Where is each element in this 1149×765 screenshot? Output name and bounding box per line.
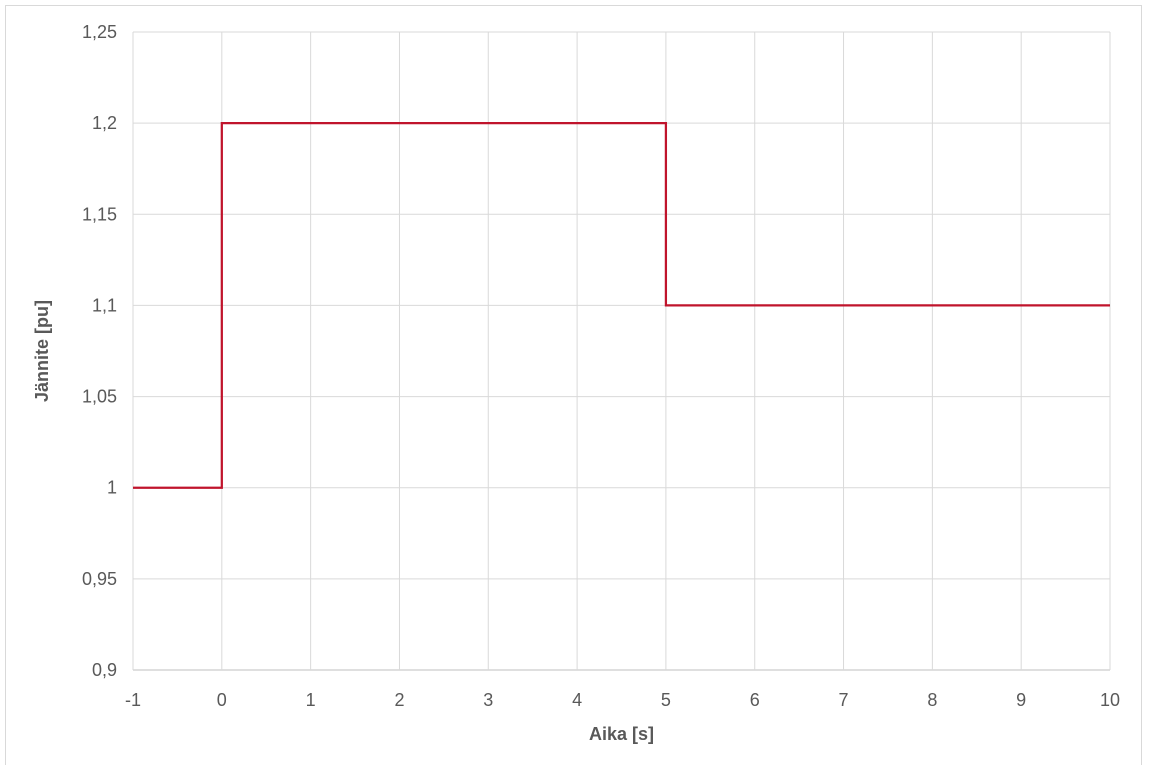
x-tick-label: 10 bbox=[1100, 690, 1120, 710]
y-tick-label: 1,2 bbox=[92, 113, 117, 133]
x-tick-label: 2 bbox=[394, 690, 404, 710]
x-axis-title: Aika [s] bbox=[589, 724, 654, 744]
x-tick-label: 8 bbox=[927, 690, 937, 710]
x-tick-label: 7 bbox=[839, 690, 849, 710]
grid-layer bbox=[132, 31, 1111, 671]
x-tick-label: 5 bbox=[661, 690, 671, 710]
x-tick-label: -1 bbox=[125, 690, 141, 710]
tick-layer: 0,9 0,95 1 1,05 1,1 1,15 1,2 1,25 -1 0 1 2 3 4 5 6 7 8 9 10 bbox=[82, 22, 1120, 710]
x-tick-label: 0 bbox=[217, 690, 227, 710]
y-tick-label: 1 bbox=[107, 478, 117, 498]
series-line bbox=[133, 122, 1110, 489]
y-axis-title: Jännite [pu] bbox=[32, 300, 52, 402]
y-tick-label: 1,15 bbox=[82, 204, 117, 224]
chart-svg: 0,9 0,95 1 1,05 1,1 1,15 1,2 1,25 -1 0 1 2 3 4 5 6 7 8 9 10… bbox=[32, 22, 1120, 744]
y-tick-label: 0,95 bbox=[82, 569, 117, 589]
x-tick-label: 1 bbox=[306, 690, 316, 710]
y-tick-label: 1,05 bbox=[82, 387, 117, 407]
x-tick-label: 4 bbox=[572, 690, 582, 710]
x-tick-label: 6 bbox=[750, 690, 760, 710]
x-tick-label: 3 bbox=[483, 690, 493, 710]
x-tick-label: 9 bbox=[1016, 690, 1026, 710]
y-tick-label: 1,25 bbox=[82, 22, 117, 42]
y-tick-label: 0,9 bbox=[92, 660, 117, 680]
series-layer bbox=[133, 122, 1110, 489]
chart-area: 0,9 0,95 1 1,05 1,1 1,15 1,2 1,25 -1 0 1 2 3 4 5 6 7 8 9 10… bbox=[5, 5, 1142, 765]
y-tick-label: 1,1 bbox=[92, 295, 117, 315]
